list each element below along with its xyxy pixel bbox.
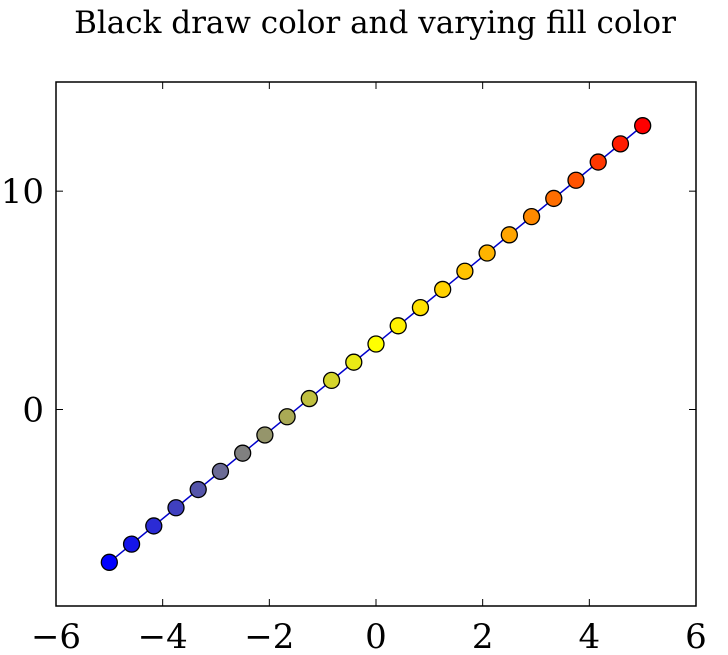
data-point-marker (278, 408, 296, 426)
data-point-marker (434, 280, 452, 299)
axis-tick-labels: −6 −4 −2 0 2 4 6 0 10 (1, 172, 707, 655)
data-point-marker (167, 499, 185, 517)
y-tick-label: 0 (22, 391, 44, 431)
y-tick-label: 10 (1, 172, 44, 212)
data-point-marker (545, 189, 563, 208)
data-point-marker (145, 517, 163, 535)
data-point-marker (322, 371, 341, 390)
data-point-marker (634, 117, 652, 135)
x-tick-label: −2 (244, 617, 294, 655)
data-point-marker (100, 553, 118, 571)
data-point-marker (389, 317, 407, 335)
data-point-marker (189, 480, 207, 499)
data-point-marker (500, 226, 518, 244)
data-point-marker (211, 462, 230, 481)
x-tick-label: 2 (472, 617, 494, 655)
x-tick-label: −6 (31, 617, 81, 655)
series-markers (100, 117, 652, 571)
x-tick-label: 4 (579, 617, 601, 655)
data-point-marker (256, 426, 274, 444)
x-tick-label: 0 (365, 617, 387, 655)
data-point-marker (234, 444, 252, 462)
data-point-marker (567, 171, 585, 189)
data-point-marker (611, 135, 630, 153)
data-point-marker (589, 153, 607, 171)
x-tick-label: 6 (685, 617, 707, 655)
data-point-marker (411, 298, 430, 317)
data-point-marker (300, 389, 318, 408)
data-point-marker (456, 262, 474, 280)
axis-ticks (55, 82, 697, 606)
data-point-marker (478, 244, 496, 262)
data-point-marker (367, 335, 385, 353)
data-point-marker (522, 207, 541, 226)
data-point-marker (122, 535, 141, 553)
x-tick-label: −4 (138, 617, 188, 655)
data-point-marker (345, 353, 363, 371)
chart-title: Black draw color and varying fill color (74, 5, 676, 41)
